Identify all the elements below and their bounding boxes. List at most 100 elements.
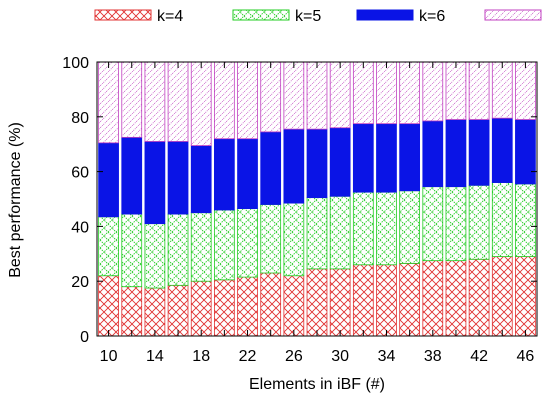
x-tick-label: 10 — [100, 348, 118, 365]
bar-k6-x40 — [445, 119, 467, 188]
bar-k5-x28 — [306, 197, 328, 270]
bar-k4-x12 — [121, 286, 143, 337]
bar-k5-x46 — [515, 183, 536, 257]
x-tick-label: 38 — [424, 348, 442, 365]
bar-k4-x46 — [515, 256, 536, 337]
y-tick-label: 60 — [71, 165, 89, 182]
bar-k5-x10 — [98, 216, 119, 277]
bar-k5-x36 — [399, 190, 420, 264]
bar-k5-x30 — [329, 195, 351, 270]
bar-k6-x10 — [98, 142, 119, 218]
bar-k4-x16 — [167, 284, 189, 337]
x-tick-label: 46 — [517, 348, 535, 365]
bar-k7-x22 — [237, 61, 258, 140]
bar-k7-x10 — [98, 61, 119, 144]
bar-k7-x24 — [260, 61, 282, 133]
bar-k6-x26 — [283, 128, 305, 204]
bar-k6-x34 — [376, 123, 397, 193]
bar-k5-x40 — [445, 186, 467, 262]
x-tick-label: 30 — [331, 348, 349, 365]
bar-k5-x22 — [237, 208, 258, 278]
bar-k7-x30 — [329, 61, 351, 129]
bar-k4-x42 — [468, 258, 490, 337]
bar-k7-x44 — [491, 61, 513, 119]
x-axis-label: Elements in iBF (#) — [249, 376, 385, 393]
bar-k7-x40 — [445, 61, 467, 120]
legend-swatch-k5 — [232, 9, 290, 21]
bar-k4-x34 — [376, 264, 397, 337]
bar-k6-x36 — [399, 123, 420, 192]
bar-k4-x36 — [399, 262, 420, 337]
bar-k7-x46 — [515, 61, 536, 120]
bar-k4-x38 — [422, 260, 444, 337]
bar-k4-x10 — [98, 275, 119, 337]
y-tick-label: 80 — [71, 110, 89, 127]
bar-k4-x40 — [445, 260, 467, 337]
axes: 0 20 40 60 80 100 10 14 18 22 26 30 34 38 42 46 — [62, 55, 538, 365]
bar-k4-x18 — [190, 280, 212, 337]
bar-k7-x28 — [306, 61, 328, 130]
bar-k4-x26 — [283, 275, 305, 337]
x-tick-label: 22 — [239, 348, 257, 365]
bar-k6-x24 — [260, 131, 282, 205]
bar-k6-x14 — [144, 141, 166, 225]
bar-k6-x46 — [515, 119, 536, 185]
y-tick-label: 100 — [62, 55, 89, 72]
bar-k5-x24 — [260, 204, 282, 274]
bar-k7-x38 — [422, 61, 444, 122]
bar-k7-x26 — [283, 61, 305, 130]
bar-k5-x26 — [283, 202, 305, 277]
bar-k5-x12 — [121, 213, 143, 288]
bar-k7-x18 — [190, 61, 212, 146]
bar-k6-x18 — [190, 145, 212, 214]
legend-label-k6: k=6 — [419, 8, 445, 25]
x-tick-label: 34 — [378, 348, 396, 365]
bar-k7-x20 — [214, 61, 235, 140]
y-axis-label: Best performance (%) — [7, 122, 24, 278]
bar-k4-x30 — [329, 268, 351, 337]
x-tick-label: 26 — [285, 348, 303, 365]
bar-k4-x28 — [306, 268, 328, 337]
bars — [98, 61, 536, 337]
bar-k6-x32 — [352, 123, 374, 193]
legend-label-k4: k=4 — [157, 8, 183, 25]
bar-k6-x22 — [237, 138, 258, 209]
legend: k=4k=5k=6k=7 — [94, 8, 542, 25]
bar-k5-x14 — [144, 223, 166, 289]
bar-k7-x14 — [144, 61, 166, 142]
bar-k7-x34 — [376, 61, 397, 125]
bar-k4-x44 — [491, 256, 513, 337]
legend-swatch-k4 — [94, 9, 152, 21]
bar-k6-x28 — [306, 128, 328, 199]
bar-k7-x32 — [352, 61, 374, 125]
legend-swatch-k7 — [484, 9, 542, 21]
bar-k7-x42 — [468, 61, 490, 120]
bar-k5-x34 — [376, 191, 397, 266]
bar-k4-x24 — [260, 272, 282, 337]
bar-k6-x16 — [167, 141, 189, 215]
y-tick-label: 40 — [71, 219, 89, 236]
bar-k6-x30 — [329, 127, 351, 197]
bar-k6-x42 — [468, 119, 490, 186]
y-tick-label: 0 — [80, 329, 89, 346]
bar-k6-x44 — [491, 117, 513, 183]
bar-k5-x32 — [352, 191, 374, 266]
bar-k4-x32 — [352, 264, 374, 337]
bar-k5-x42 — [468, 184, 490, 260]
legend-swatch-k6 — [356, 9, 414, 21]
x-tick-label: 14 — [146, 348, 164, 365]
bar-k7-x12 — [121, 61, 143, 138]
bar-k5-x20 — [214, 209, 235, 281]
bar-k5-x18 — [190, 212, 212, 282]
x-tick-label: 42 — [470, 348, 488, 365]
bar-k5-x44 — [491, 182, 513, 257]
bar-k5-x16 — [167, 213, 189, 286]
bar-k6-x12 — [121, 136, 143, 215]
x-tick-label: 18 — [192, 348, 210, 365]
bar-k4-x14 — [144, 287, 166, 337]
legend-label-k5: k=5 — [295, 8, 321, 25]
bar-k5-x38 — [422, 186, 444, 262]
bar-k6-x38 — [422, 120, 444, 188]
bar-k6-x20 — [214, 138, 235, 211]
